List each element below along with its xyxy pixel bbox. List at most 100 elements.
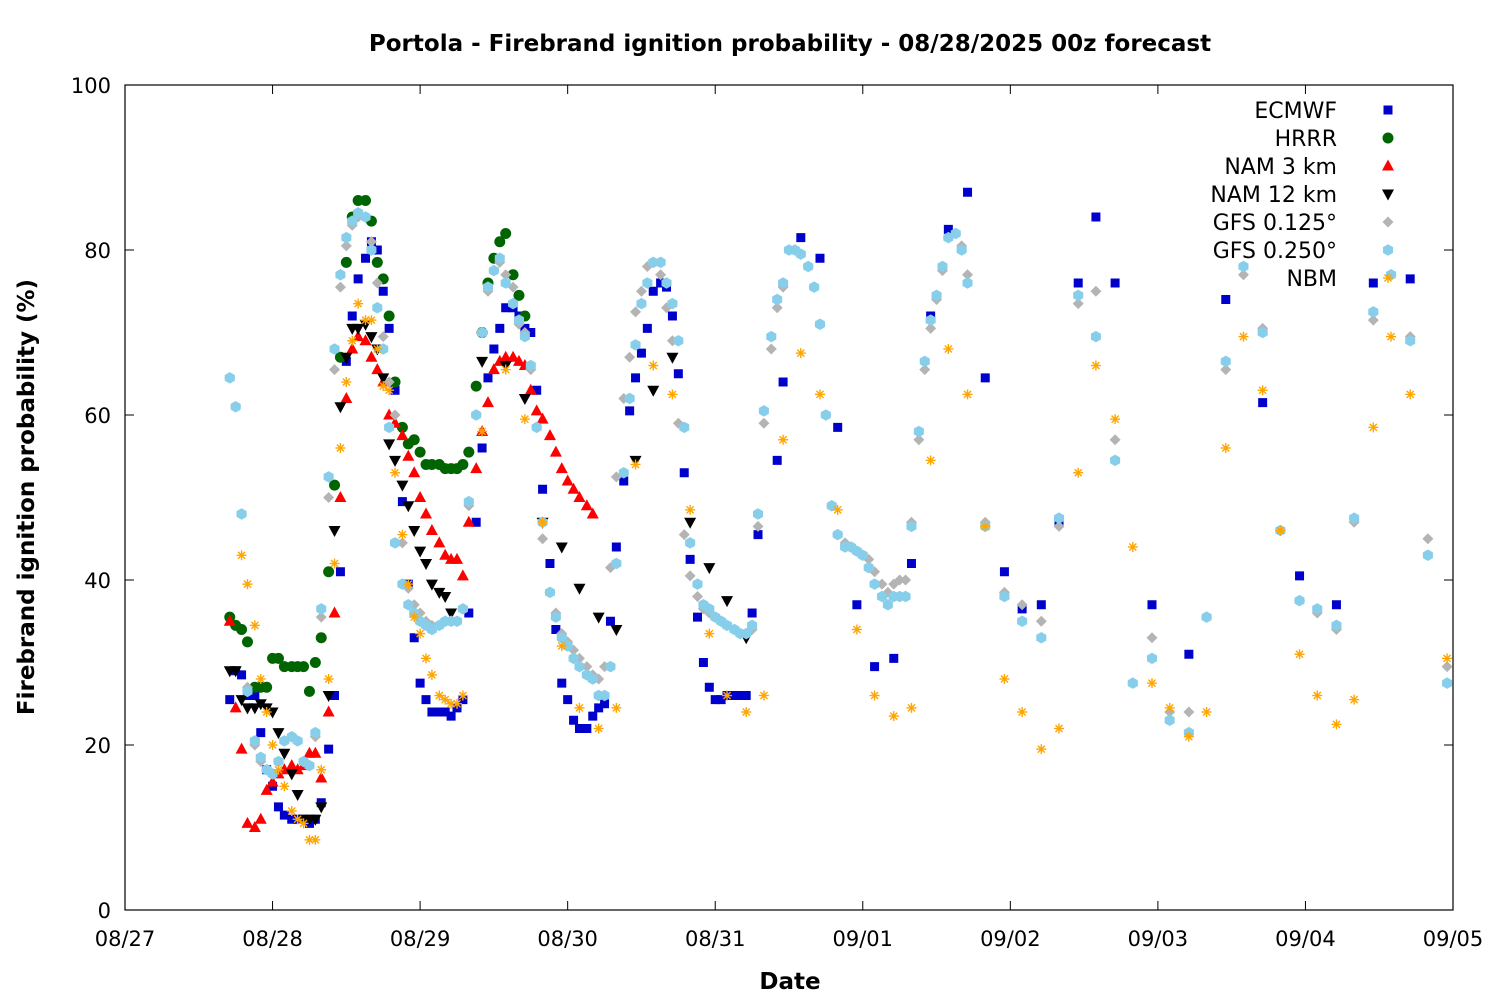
x-tick-label: 08/27: [95, 927, 156, 951]
data-point: [772, 293, 783, 306]
data-point: [642, 323, 652, 333]
data-point: [600, 699, 610, 709]
data-point: [372, 301, 383, 314]
data-point: [377, 331, 389, 343]
data-point: [1054, 723, 1065, 734]
data-point: [795, 348, 806, 359]
data-point: [648, 360, 659, 371]
data-point: [900, 574, 912, 586]
data-point: [630, 306, 642, 318]
data-point: [721, 596, 734, 608]
data-point: [1221, 295, 1231, 304]
data-point: [1147, 600, 1157, 610]
data-point: [414, 446, 426, 458]
data-point: [340, 256, 352, 268]
data-point: [323, 471, 334, 483]
data-point: [704, 603, 715, 615]
y-tick-label: 40: [84, 569, 111, 593]
data-point: [1312, 603, 1323, 615]
data-point: [445, 608, 458, 620]
data-point: [832, 528, 843, 541]
data-point: [236, 508, 247, 520]
data-point: [347, 215, 358, 227]
data-point: [771, 302, 783, 314]
data-point: [334, 402, 347, 414]
data-point: [833, 422, 843, 432]
data-point: [470, 380, 482, 392]
data-point: [538, 484, 548, 494]
data-point: [753, 530, 763, 540]
data-point: [913, 434, 925, 446]
data-point: [408, 434, 420, 446]
data-point: [1164, 702, 1175, 713]
data-point: [530, 404, 543, 416]
data-point: [298, 661, 310, 673]
data-point: [322, 691, 335, 702]
data-point: [655, 256, 666, 269]
data-point: [1073, 289, 1084, 302]
data-point: [863, 561, 874, 574]
data-point: [451, 552, 463, 564]
data-point: [563, 695, 573, 705]
data-point: [666, 352, 679, 364]
data-point: [684, 517, 697, 529]
data-point: [925, 455, 936, 466]
data-point: [630, 339, 641, 351]
data-point: [452, 698, 462, 709]
data-point: [569, 715, 579, 725]
data-point: [463, 446, 475, 458]
x-tick-label: 09/05: [1423, 927, 1484, 951]
data-point: [698, 658, 708, 667]
data-point: [999, 590, 1010, 603]
legend-marker: [1382, 216, 1394, 228]
data-point: [704, 628, 715, 639]
data-point: [752, 520, 764, 532]
data-point: [389, 376, 401, 388]
data-point: [703, 563, 716, 575]
data-point: [1368, 306, 1379, 318]
data-point: [1017, 615, 1028, 628]
data-point: [647, 385, 660, 397]
data-point: [765, 343, 777, 355]
data-point: [433, 536, 446, 548]
data-point: [568, 652, 579, 665]
data-point: [851, 624, 862, 635]
data-point: [618, 466, 629, 479]
data-point: [962, 277, 973, 289]
data-point: [1127, 542, 1138, 552]
data-point: [544, 586, 555, 599]
data-point: [630, 459, 641, 470]
data-point: [673, 369, 683, 379]
data-point: [1257, 385, 1268, 396]
data-point: [330, 691, 340, 700]
data-point: [1258, 398, 1268, 408]
data-point: [778, 377, 788, 387]
data-point: [611, 557, 622, 570]
legend-marker: [1383, 105, 1393, 115]
data-point: [722, 690, 733, 701]
data-point: [315, 632, 327, 644]
data-point: [346, 342, 359, 354]
data-point: [1146, 632, 1158, 644]
data-point: [420, 507, 433, 519]
data-point: [309, 657, 321, 668]
data-point: [619, 476, 629, 486]
data-point: [729, 691, 739, 700]
data-point: [1294, 649, 1305, 660]
data-point: [758, 417, 770, 429]
data-point: [310, 834, 321, 845]
data-point: [809, 281, 820, 293]
data-point: [360, 211, 371, 223]
data-point: [389, 409, 401, 421]
data-point: [636, 348, 646, 358]
data-point: [999, 674, 1010, 684]
y-tick-label: 0: [98, 899, 111, 923]
legend-label: GFS 0.250°: [1213, 239, 1337, 264]
data-point: [383, 439, 396, 451]
data-point: [814, 389, 825, 400]
data-point: [434, 690, 445, 701]
data-point: [906, 520, 917, 533]
data-point: [287, 814, 297, 824]
data-point: [487, 363, 500, 375]
data-point: [605, 616, 615, 626]
